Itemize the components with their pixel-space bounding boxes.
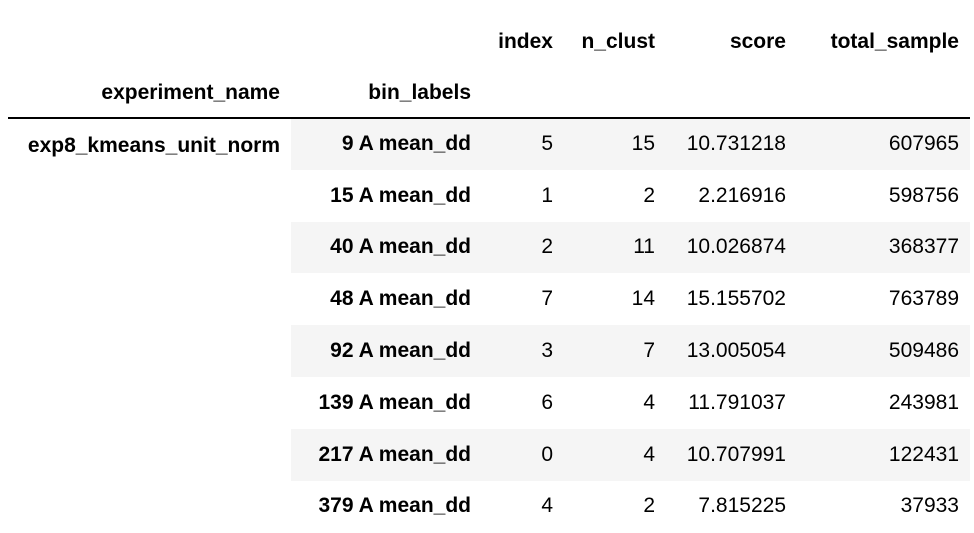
total-sample-cell: 763789 [797, 273, 970, 326]
header-blank-cell [564, 68, 666, 119]
n-clust-cell: 2 [564, 480, 666, 533]
table-body: exp8_kmeans_unit_norm 9 A mean_dd 5 15 1… [8, 118, 970, 533]
header-blank-cell [482, 68, 564, 119]
table-row: 139 A mean_dd 6 4 11.791037 243981 [8, 376, 970, 429]
index-cell: 6 [482, 376, 564, 429]
n-clust-cell: 14 [564, 273, 666, 326]
index-name-experiment: experiment_name [8, 68, 291, 119]
total-sample-cell: 122431 [797, 428, 970, 481]
n-clust-cell: 15 [564, 118, 666, 170]
bin-label-cell: 379 A mean_dd [291, 480, 482, 533]
n-clust-cell: 11 [564, 221, 666, 274]
n-clust-cell: 2 [564, 169, 666, 222]
total-sample-cell: 509486 [797, 325, 970, 377]
score-cell: 11.791037 [666, 376, 797, 429]
table-header: index n_clust score total_sample experim… [8, 16, 970, 119]
score-cell: 10.731218 [666, 118, 797, 170]
header-blank-cell [291, 16, 482, 68]
n-clust-cell: 4 [564, 376, 666, 429]
bin-label-cell: 40 A mean_dd [291, 221, 482, 274]
bin-label-cell: 15 A mean_dd [291, 169, 482, 222]
header-blank-cell [8, 16, 291, 68]
dataframe-table: index n_clust score total_sample experim… [8, 16, 970, 533]
score-cell: 13.005054 [666, 325, 797, 377]
index-cell: 0 [482, 428, 564, 481]
column-header-n-clust: n_clust [581, 30, 655, 53]
table-row: 15 A mean_dd 1 2 2.216916 598756 [8, 169, 970, 222]
n-clust-cell: 4 [564, 428, 666, 481]
score-cell: 10.026874 [666, 221, 797, 274]
experiment-name-cell: exp8_kmeans_unit_norm [8, 118, 291, 533]
n-clust-cell: 7 [564, 325, 666, 377]
column-header-total-sample: total_sample [830, 30, 959, 53]
table-row: 379 A mean_dd 4 2 7.815225 37933 [8, 480, 970, 533]
table-row: 217 A mean_dd 0 4 10.707991 122431 [8, 428, 970, 481]
index-cell: 5 [482, 118, 564, 170]
total-sample-cell: 607965 [797, 118, 970, 170]
score-cell: 10.707991 [666, 428, 797, 481]
column-header-index: index [498, 30, 553, 53]
table-row: 92 A mean_dd 3 7 13.005054 509486 [8, 325, 970, 377]
header-blank-cell [797, 68, 970, 119]
bin-label-cell: 217 A mean_dd [291, 428, 482, 481]
index-name-bin-labels: bin_labels [291, 68, 482, 119]
index-cell: 7 [482, 273, 564, 326]
table-row: 48 A mean_dd 7 14 15.155702 763789 [8, 273, 970, 326]
bin-label-cell: 139 A mean_dd [291, 376, 482, 429]
score-cell: 2.216916 [666, 169, 797, 222]
index-name-row: experiment_name bin_labels [8, 68, 970, 119]
index-cell: 3 [482, 325, 564, 377]
column-header-score: score [729, 30, 786, 53]
table-row: 40 A mean_dd 2 11 10.026874 368377 [8, 221, 970, 274]
bin-label-cell: 92 A mean_dd [291, 325, 482, 377]
total-sample-cell: 243981 [797, 376, 970, 429]
score-cell: 7.815225 [666, 480, 797, 533]
index-cell: 2 [482, 221, 564, 274]
table-row: exp8_kmeans_unit_norm 9 A mean_dd 5 15 1… [8, 118, 970, 533]
index-cell: 4 [482, 480, 564, 533]
score-cell: 15.155702 [666, 273, 797, 326]
total-sample-cell: 368377 [797, 221, 970, 274]
total-sample-cell: 37933 [797, 480, 970, 533]
total-sample-cell: 598756 [797, 169, 970, 222]
bin-label-cell: 9 A mean_dd [291, 118, 482, 170]
index-cell: 1 [482, 169, 564, 222]
bin-label-cell: 48 A mean_dd [291, 273, 482, 326]
column-header-row: index n_clust score total_sample [8, 16, 970, 68]
header-blank-cell [666, 68, 797, 119]
